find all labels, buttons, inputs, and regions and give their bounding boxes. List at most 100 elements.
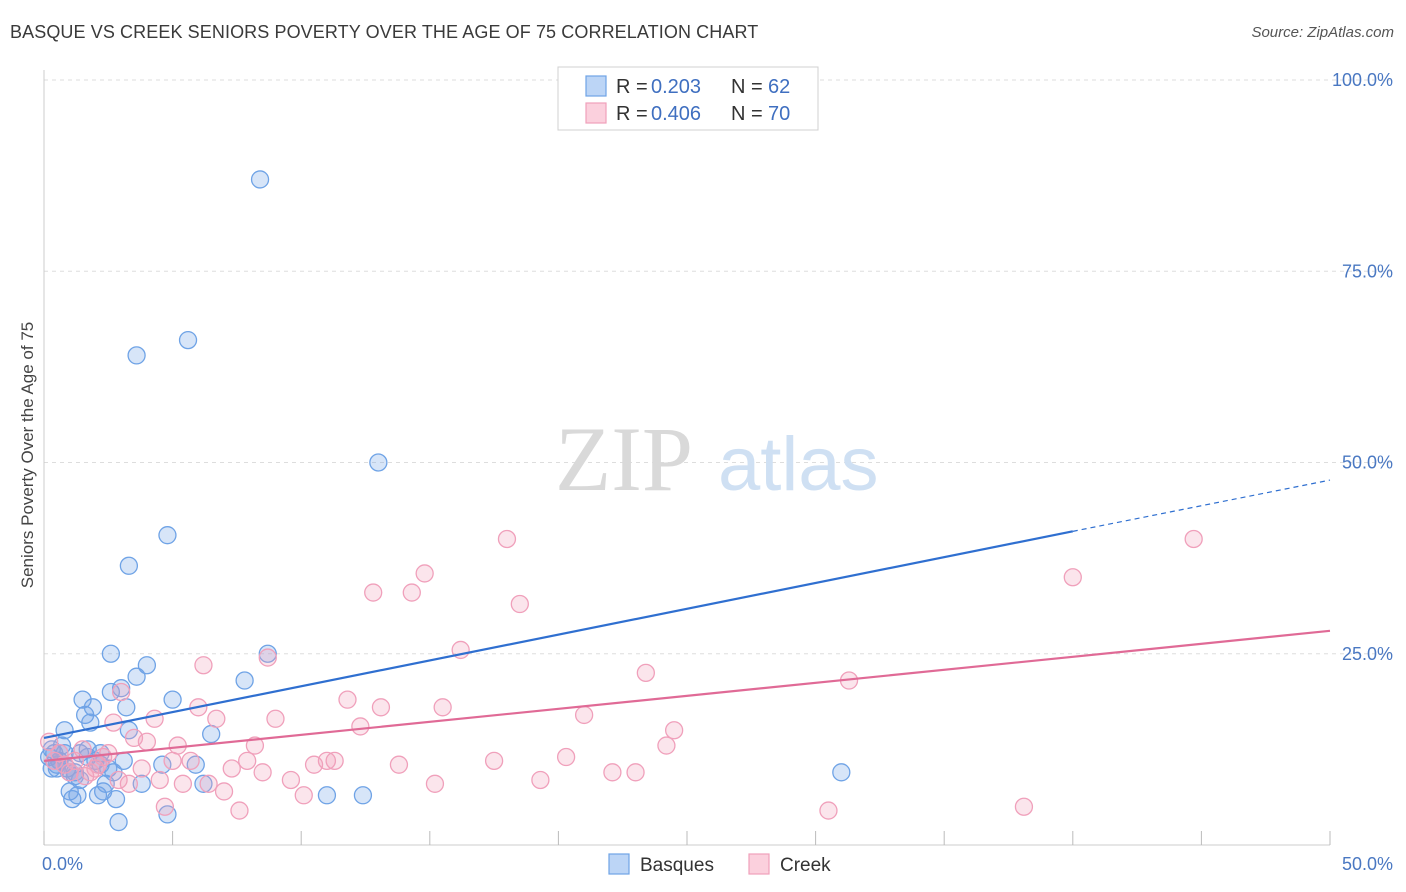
creek-point-66 <box>1063 568 1082 587</box>
basques-n-label: N = <box>731 76 763 98</box>
basques-point-51 <box>353 786 373 805</box>
watermark-atlas: atlas <box>718 422 879 507</box>
basques-point-42 <box>163 690 182 709</box>
creek-point-53 <box>497 529 517 549</box>
basques-n-value: 62 <box>768 76 790 98</box>
creek-point-44 <box>364 583 383 602</box>
creek-swatch <box>585 102 607 124</box>
basques-point-38 <box>137 656 157 675</box>
gridlines <box>44 79 1392 655</box>
basques-point-47 <box>235 671 254 690</box>
stats-legend: R = 0.203 N = 62 R = 0.406 N = 70 <box>557 66 819 131</box>
basques-point-35 <box>127 346 146 365</box>
creek-point-21 <box>163 751 182 770</box>
creek-n-value: 70 <box>768 103 790 125</box>
creek-point-55 <box>531 770 550 790</box>
basques-point-48 <box>250 170 270 189</box>
creek-n-label: N = <box>731 103 763 125</box>
creek-point-52 <box>484 751 504 770</box>
basques-trend-extension <box>1072 479 1331 532</box>
creek-point-62 <box>664 721 684 740</box>
creek-point-32 <box>238 751 257 770</box>
creek-point-31 <box>230 801 249 820</box>
creek-point-36 <box>266 709 285 728</box>
creek-point-27 <box>199 774 218 793</box>
x-axis-ticks <box>43 831 1331 845</box>
legend-basques-label: Basques <box>640 855 714 876</box>
creek-point-26 <box>194 656 213 675</box>
creek-point-12 <box>109 770 128 790</box>
creek-point-38 <box>294 786 313 805</box>
creek-point-50 <box>433 698 452 717</box>
source-label: Source: ZipAtlas.com <box>1251 24 1394 41</box>
basques-point-18 <box>83 698 103 717</box>
creek-r-value: 0.406 <box>651 103 701 125</box>
creek-r-label: R = <box>616 103 648 125</box>
basques-point-37 <box>132 774 151 793</box>
creek-point-54 <box>510 594 529 614</box>
basques-point-31 <box>114 751 133 770</box>
creek-point-24 <box>181 751 200 770</box>
creek-points <box>39 529 1203 820</box>
creek-point-40 <box>317 751 337 770</box>
chart-title: BASQUE VS CREEK SENIORS POVERTY OVER THE… <box>10 22 759 42</box>
basques-point-53 <box>832 763 851 782</box>
basques-point-14 <box>73 690 92 709</box>
creek-point-23 <box>173 774 193 793</box>
basques-point-6 <box>55 721 74 740</box>
basques-point-12 <box>68 786 87 805</box>
basques-points <box>39 170 851 832</box>
basques-point-34 <box>119 556 139 575</box>
creek-point-42 <box>338 690 357 709</box>
creek-trend-line <box>43 629 1331 762</box>
legend-creek-swatch <box>748 853 770 875</box>
creek-point-35 <box>258 648 277 667</box>
basques-r-label: R = <box>616 76 648 98</box>
basques-point-32 <box>117 698 136 717</box>
y-tick-label-3: 100.0% <box>1332 70 1393 90</box>
basques-point-36 <box>127 667 146 686</box>
creek-point-67 <box>1184 529 1203 549</box>
basques-point-26 <box>101 644 121 663</box>
creek-point-57 <box>574 705 594 725</box>
creek-point-20 <box>155 797 175 816</box>
creek-point-60 <box>636 663 655 683</box>
creek-point-17 <box>137 732 157 751</box>
basques-point-40 <box>158 526 177 545</box>
series-legend: Basques Creek <box>608 853 831 876</box>
creek-point-29 <box>214 782 234 801</box>
creek-point-30 <box>222 759 241 778</box>
creek-point-34 <box>253 763 272 782</box>
watermark-zip: ZIP <box>555 408 693 510</box>
creek-point-63 <box>819 801 838 820</box>
basques-point-39 <box>153 755 172 774</box>
creek-point-48 <box>415 564 434 583</box>
y-axis-label: Seniors Poverty Over the Age of 75 <box>18 322 37 588</box>
basques-point-28 <box>106 789 126 809</box>
y-tick-label-0: 25.0% <box>1342 644 1393 664</box>
basques-point-50 <box>317 786 337 805</box>
y-tick-label-2: 75.0% <box>1342 261 1393 281</box>
creek-point-58 <box>603 763 622 782</box>
x-tick-label-0: 0.0% <box>42 854 83 874</box>
creek-point-65 <box>1014 797 1034 816</box>
creek-point-22 <box>168 736 187 755</box>
creek-point-37 <box>281 770 301 790</box>
creek-point-43 <box>351 717 370 736</box>
y-tick-labels: 25.0% 50.0% 75.0% 100.0% <box>1332 70 1393 664</box>
creek-point-13 <box>112 682 131 702</box>
x-tick-labels: 0.0% 50.0% <box>42 854 1393 874</box>
creek-point-33 <box>245 736 265 755</box>
creek-point-61 <box>657 736 676 755</box>
basques-point-46 <box>202 724 221 744</box>
basques-point-25 <box>101 682 121 702</box>
legend-creek-label: Creek <box>780 855 831 876</box>
creek-point-41 <box>325 751 344 770</box>
basques-point-45 <box>194 774 213 793</box>
basques-point-52 <box>369 453 388 472</box>
creek-point-28 <box>207 709 226 728</box>
creek-point-2 <box>50 744 69 763</box>
legend-basques-swatch <box>608 853 630 875</box>
creek-point-18 <box>145 709 164 728</box>
